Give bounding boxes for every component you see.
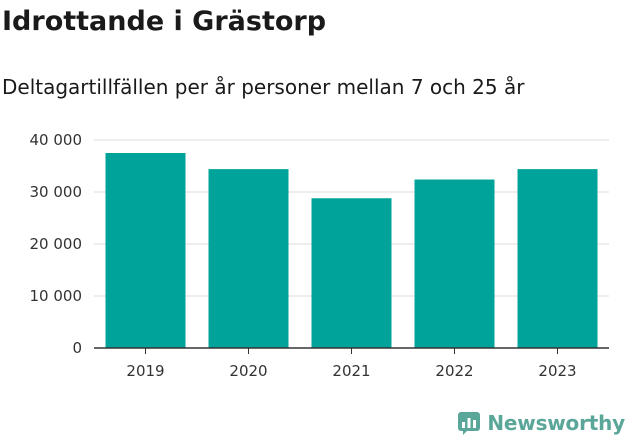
newsworthy-logo-icon — [458, 412, 481, 435]
y-axis-ticks: 0 10 000 20 000 30 000 40 000 — [30, 131, 83, 357]
y-tick-label: 10 000 — [30, 287, 83, 305]
chart-title: Idrottande i Grästorp — [2, 6, 327, 37]
bar-2023 — [517, 169, 598, 348]
bar-2021 — [311, 198, 392, 348]
x-tick-label: 2020 — [229, 362, 267, 380]
chart-subtitle: Deltagartillfällen per år personer mella… — [2, 75, 525, 99]
y-tick-label: 20 000 — [30, 235, 83, 253]
y-tick-label: 40 000 — [30, 131, 83, 149]
x-tick-label: 2022 — [435, 362, 473, 380]
bars — [105, 153, 598, 348]
bar-2022 — [414, 179, 495, 348]
bar-2019 — [105, 153, 186, 348]
x-tick-label: 2021 — [332, 362, 370, 380]
x-tick-label: 2019 — [126, 362, 164, 380]
bar-2020 — [208, 169, 289, 348]
brand-name: Newsworthy — [487, 411, 625, 435]
newsworthy-logo[interactable]: Newsworthy — [457, 411, 625, 435]
x-axis-ticks: 2019 2020 2021 2022 2023 — [126, 348, 577, 380]
y-tick-label: 0 — [72, 339, 82, 357]
y-tick-label: 30 000 — [30, 183, 83, 201]
x-tick-label: 2023 — [538, 362, 576, 380]
